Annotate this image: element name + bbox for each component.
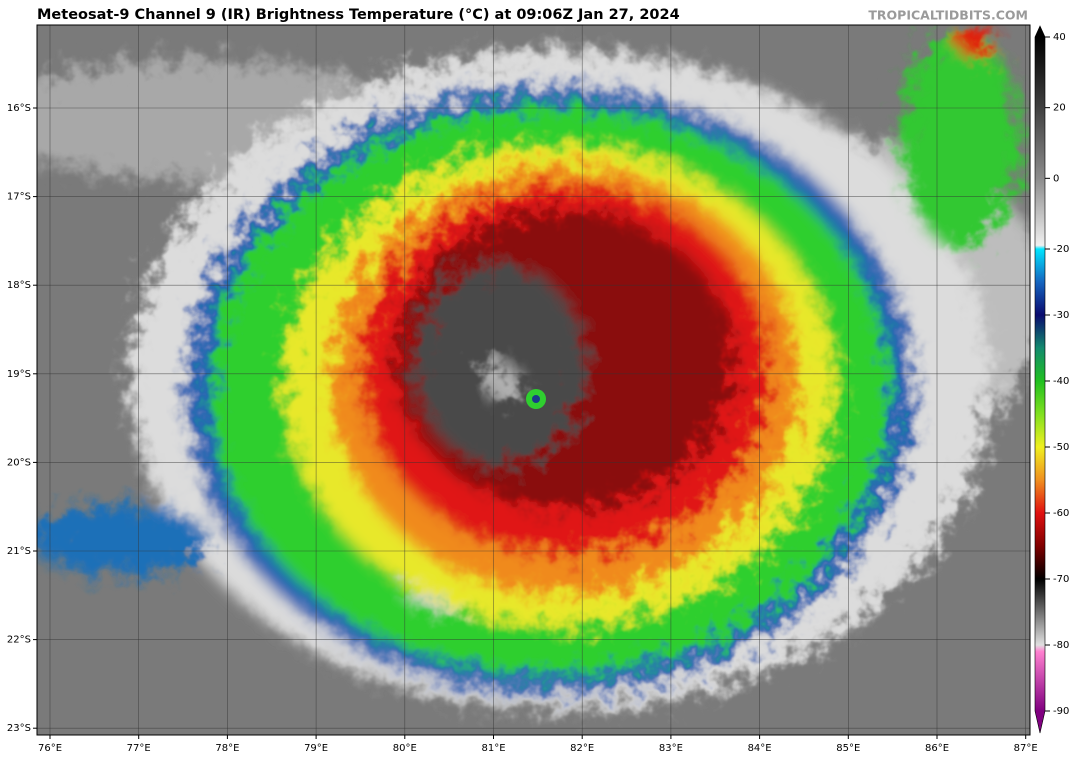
cloud [955, 25, 995, 58]
lat-label: 19°S [7, 369, 31, 380]
cloud-layers [37, 25, 1030, 710]
colorbar-tick-label: 40 [1053, 32, 1066, 43]
lon-label: 84°E [748, 743, 772, 754]
lon-label: 78°E [215, 743, 239, 754]
colorbar: 40 20 0 -20 -30 -40 -50 -60 -70 -80 -90 [1034, 25, 1069, 734]
watermark: TROPICALTIDBITS.COM [868, 8, 1028, 23]
lon-label: 76°E [38, 743, 62, 754]
cloud [900, 30, 1020, 250]
graticule [37, 25, 1030, 735]
lat-label: 20°S [7, 457, 31, 468]
colorbar-tick-label: -80 [1053, 640, 1069, 651]
lat-label: 22°S [7, 635, 31, 646]
lon-label: 79°E [304, 743, 328, 754]
lat-label: 18°S [7, 280, 31, 291]
title: Meteosat-9 Channel 9 (IR) Brightness Tem… [37, 7, 680, 23]
axis-labels: 16°S 17°S 18°S 19°S 20°S 21°S 22°S 23°S 76°E 77°E… [7, 103, 1038, 754]
colorbar-tick-label: 0 [1053, 173, 1059, 184]
cloud [484, 364, 520, 400]
colorbar-tick-label: -50 [1053, 442, 1069, 453]
colorbar-tick-label: -30 [1053, 310, 1069, 321]
eye [532, 395, 540, 403]
lon-label: 82°E [570, 743, 594, 754]
lon-label: 86°E [925, 743, 949, 754]
lon-label: 77°E [127, 743, 151, 754]
lat-label: 16°S [7, 103, 31, 114]
lon-label: 87°E [1014, 743, 1038, 754]
colorbar-tick-label: -90 [1053, 706, 1069, 717]
lon-label: 83°E [659, 743, 683, 754]
map-frame [36, 24, 1031, 736]
lat-label: 23°S [7, 723, 31, 734]
cloud [37, 505, 210, 575]
lon-label: 80°E [393, 743, 417, 754]
satellite-image [37, 25, 1030, 735]
colorbar-tick-label: -40 [1053, 376, 1069, 387]
colorbar-tick-label: -60 [1053, 508, 1069, 519]
lat-label: 17°S [7, 192, 31, 203]
colorbar-bar [1034, 25, 1046, 734]
colorbar-tick-label: 20 [1053, 103, 1066, 114]
colorbar-tick-label: -70 [1053, 574, 1069, 585]
lon-label: 85°E [836, 743, 860, 754]
lat-label: 21°S [7, 546, 31, 557]
lon-label: 81°E [481, 743, 505, 754]
colorbar-tick-label: -20 [1053, 244, 1069, 255]
